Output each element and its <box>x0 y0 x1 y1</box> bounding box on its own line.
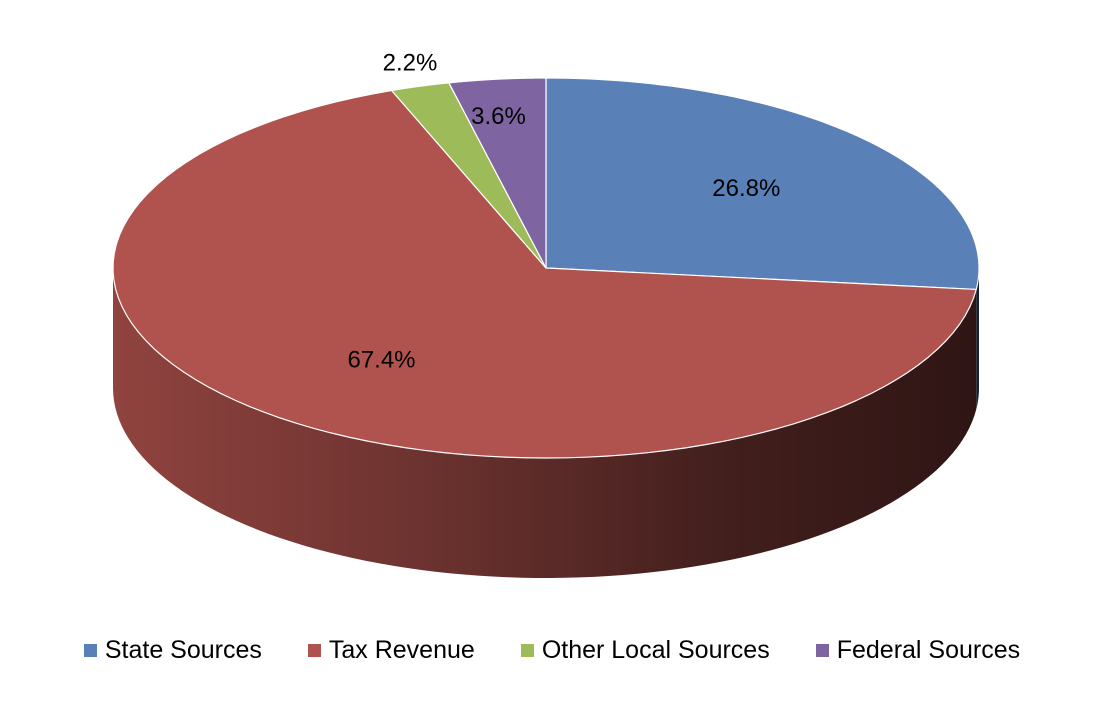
pie-side-tax-revenue <box>113 268 977 578</box>
legend-label-other-local-sources: Other Local Sources <box>541 635 770 664</box>
legend-item-other-local-sources: Other Local Sources <box>520 635 770 665</box>
pie-top-layer <box>112 77 980 459</box>
legend-swatch-other-local-sources <box>520 643 534 657</box>
legend-item-federal-sources: Federal Sources <box>815 635 1021 665</box>
legend-swatch-state-sources <box>83 643 97 657</box>
pie-slice-tax-revenue <box>112 89 977 459</box>
data-label-other-local-sources: 2.2% <box>383 50 438 77</box>
pie-chart: 26.8% 67.4% 2.2% 3.6% <box>112 50 980 578</box>
legend-label-tax-revenue: Tax Revenue <box>328 635 475 664</box>
chart-legend: State Sources Tax Revenue Other Local So… <box>0 632 1104 668</box>
pie-side-layer <box>113 268 979 578</box>
legend-swatch-federal-sources <box>815 643 829 657</box>
legend-label-state-sources: State Sources <box>104 635 262 664</box>
pie-side-state-sources <box>976 268 979 410</box>
legend-item-tax-revenue: Tax Revenue <box>307 635 475 665</box>
data-label-state-sources: 26.8% <box>712 175 780 202</box>
data-label-federal-sources: 3.6% <box>471 103 526 130</box>
legend-label-federal-sources: Federal Sources <box>836 635 1021 664</box>
legend-item-state-sources: State Sources <box>83 635 262 665</box>
legend-swatch-tax-revenue <box>307 643 321 657</box>
pie-slice-other-local-sources <box>391 82 547 269</box>
pie-label-layer: 26.8% 67.4% 2.2% 3.6% <box>347 50 780 374</box>
data-label-tax-revenue: 67.4% <box>347 346 415 373</box>
pie-slice-federal-sources <box>448 77 547 269</box>
pie-slice-state-sources <box>545 77 980 291</box>
